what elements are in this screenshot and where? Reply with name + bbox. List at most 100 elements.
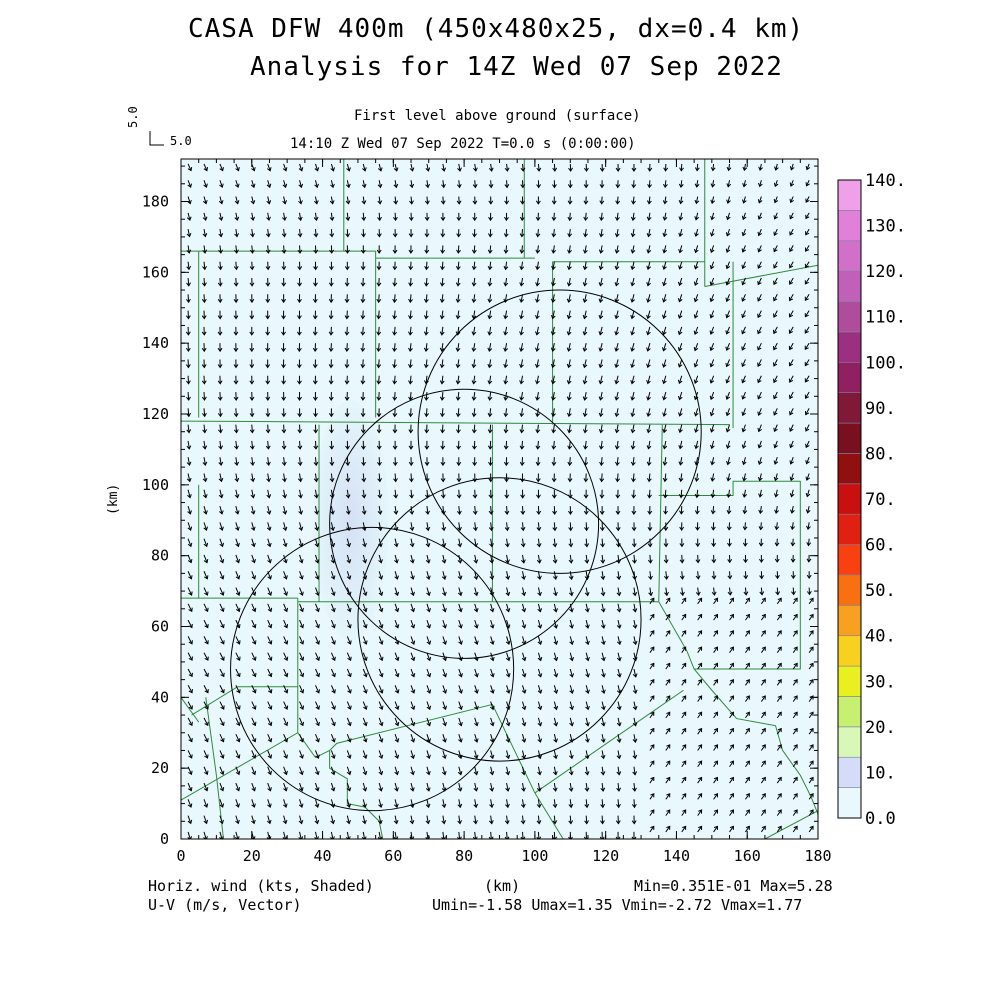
wind-vector xyxy=(187,554,192,563)
wind-vector-head xyxy=(772,346,778,351)
wind-vector xyxy=(617,652,621,661)
wind-vector xyxy=(251,636,256,645)
wind-vector-head xyxy=(489,722,495,727)
wind-vector xyxy=(394,196,397,204)
wind-vector xyxy=(760,663,766,670)
wind-vector-head xyxy=(474,640,479,646)
wind-vector-head xyxy=(582,347,588,352)
wind-vector-head xyxy=(662,216,668,221)
wind-vector-head xyxy=(599,200,605,205)
wind-vector xyxy=(649,614,655,621)
wind-vector-head xyxy=(773,362,778,367)
wind-vector-head xyxy=(201,298,207,304)
wind-vector xyxy=(219,261,222,270)
wind-vector xyxy=(742,277,746,285)
wind-vector xyxy=(394,701,399,710)
wind-vector-head xyxy=(585,624,590,629)
wind-vector xyxy=(267,424,269,433)
wind-vector xyxy=(804,359,810,366)
wind-vector xyxy=(187,701,193,710)
wind-vector xyxy=(473,375,476,384)
wind-vector-head xyxy=(265,266,271,271)
wind-vector-head xyxy=(328,298,334,304)
wind-vector-head xyxy=(201,282,207,287)
wind-vector xyxy=(711,440,715,449)
wind-vector-head xyxy=(631,184,637,189)
colorbar-label: 100. xyxy=(865,353,906,373)
wind-vector-head xyxy=(662,494,668,499)
wind-vector-head xyxy=(698,727,703,733)
wind-vector xyxy=(568,343,571,352)
wind-vector-head xyxy=(233,380,239,385)
wind-vector-head xyxy=(313,478,319,483)
wind-vector xyxy=(267,554,271,563)
wind-vector xyxy=(663,440,667,449)
wind-vector xyxy=(568,326,571,335)
wind-vector xyxy=(473,277,476,286)
wind-vector-head xyxy=(741,460,747,466)
wind-vector-head xyxy=(362,607,368,613)
wind-vector-head xyxy=(809,776,814,782)
wind-vector-head xyxy=(457,526,462,532)
wind-vector-head xyxy=(408,331,413,336)
wind-vector xyxy=(727,180,731,187)
wind-vector-head xyxy=(741,297,746,302)
wind-vector-head xyxy=(377,478,383,483)
wind-vector xyxy=(219,505,223,515)
wind-vector-head xyxy=(378,640,384,645)
wind-vector-head xyxy=(793,662,798,668)
wind-vector xyxy=(394,717,399,726)
wind-vector-head xyxy=(234,445,239,450)
wind-vector-head xyxy=(584,543,590,548)
wind-vector-head xyxy=(504,184,510,189)
wind-vector xyxy=(537,554,541,563)
wind-vector xyxy=(681,646,687,653)
wind-vector xyxy=(742,424,746,432)
wind-vector-head xyxy=(409,543,415,548)
colorbar-swatch xyxy=(837,483,862,515)
wind-vector-head xyxy=(360,364,366,369)
wind-vector xyxy=(187,603,193,612)
wind-vector xyxy=(792,809,798,816)
wind-vector-head xyxy=(217,380,223,385)
wind-vector xyxy=(267,685,272,694)
wind-vector-head xyxy=(234,494,240,499)
wind-vector-head xyxy=(503,445,509,450)
wind-vector-head xyxy=(788,394,794,400)
wind-vector-head xyxy=(409,559,415,564)
wind-vector-head xyxy=(267,803,272,808)
wind-vector-head xyxy=(251,575,257,580)
wind-vector-head xyxy=(729,776,734,782)
wind-vector-head xyxy=(471,363,477,369)
wind-vector xyxy=(647,424,651,433)
wind-vector xyxy=(457,294,460,303)
wind-vector xyxy=(805,228,810,236)
wind-vector-head xyxy=(761,662,766,668)
wind-vector-head xyxy=(757,378,762,384)
wind-vector-head xyxy=(378,738,384,743)
wind-vector xyxy=(267,538,271,547)
wind-vector-head xyxy=(456,233,462,238)
wind-vector-head xyxy=(535,412,541,418)
wind-vector-head xyxy=(185,364,191,369)
wind-vector xyxy=(665,760,671,768)
wind-vector xyxy=(805,440,810,448)
wind-vector xyxy=(267,489,270,498)
wind-vector-head xyxy=(441,167,447,172)
wind-vector xyxy=(744,506,746,514)
wind-vector xyxy=(585,668,589,677)
wind-vector-head xyxy=(759,591,765,596)
wind-vector-head xyxy=(711,542,717,548)
wind-vector-head xyxy=(661,363,667,368)
wind-vector-head xyxy=(265,445,271,450)
wind-vector xyxy=(520,375,523,384)
wind-vector-head xyxy=(488,216,493,222)
wind-vector xyxy=(806,180,810,187)
wind-vector-head xyxy=(297,216,303,222)
wind-vector xyxy=(235,685,241,693)
wind-vector-head xyxy=(679,543,685,548)
wind-vector xyxy=(679,408,683,417)
wind-vector xyxy=(710,294,715,302)
wind-vector xyxy=(648,457,651,466)
wind-vector xyxy=(585,587,589,596)
